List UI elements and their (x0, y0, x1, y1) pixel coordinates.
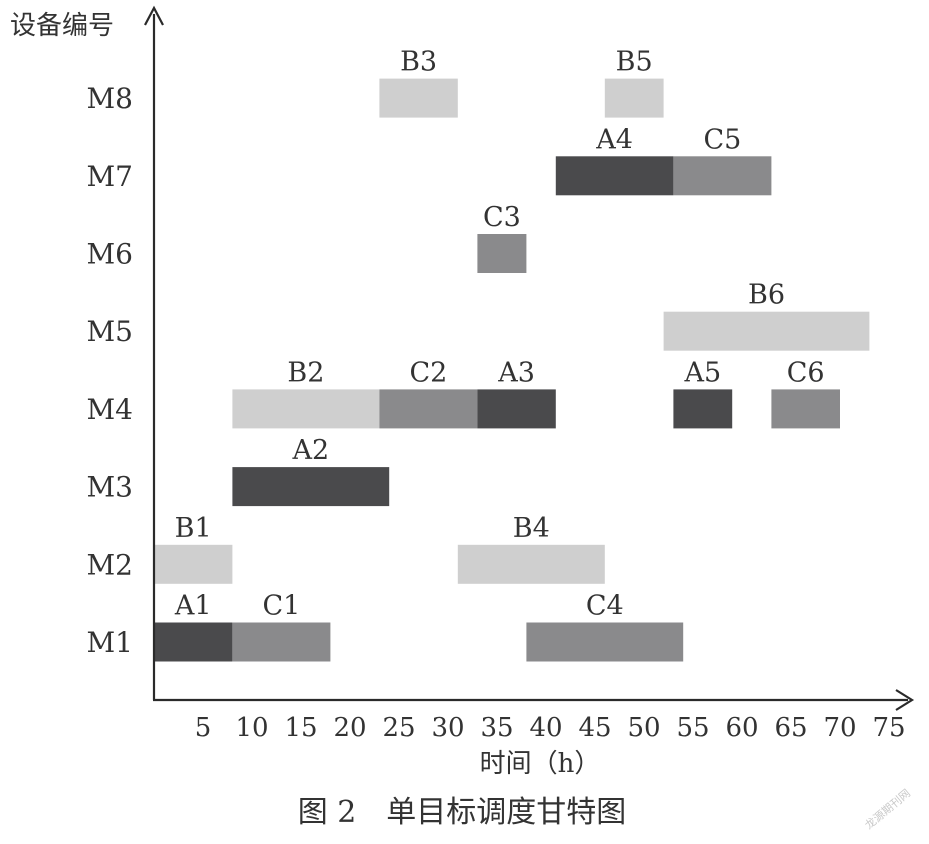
bar-c5 (673, 156, 772, 196)
bar-b6 (663, 311, 870, 351)
bar-a1 (154, 622, 233, 662)
task-label-c1: C1 (262, 591, 300, 622)
x-tick-label-5: 5 (195, 713, 212, 743)
bars-layer (154, 78, 870, 662)
x-tick-label-65: 65 (774, 713, 807, 743)
x-axis-title: 时间（h） (480, 749, 601, 779)
y-axis-arrow-icon (144, 5, 164, 26)
bar-a5 (673, 389, 733, 429)
task-label-c6: C6 (787, 357, 825, 388)
task-label-b6: B6 (748, 280, 785, 311)
x-tick-label-60: 60 (725, 713, 758, 743)
machine-label-m1: M1 (87, 626, 133, 659)
x-axis-arrow-icon (895, 689, 915, 711)
x-tick-label-10: 10 (235, 713, 268, 743)
task-label-a1: A1 (174, 591, 212, 622)
machine-label-m3: M3 (87, 471, 133, 504)
bar-c3 (477, 234, 527, 273)
machine-label-m2: M2 (87, 548, 133, 581)
x-tick-label-20: 20 (333, 713, 366, 743)
bar-c2 (379, 389, 478, 429)
task-label-b3: B3 (400, 47, 437, 78)
bar-b3 (379, 78, 458, 118)
task-label-b2: B2 (287, 357, 324, 388)
task-label-b5: B5 (616, 47, 653, 78)
bar-b4 (457, 544, 605, 584)
machine-label-m6: M6 (87, 238, 133, 271)
bar-b1 (154, 544, 233, 584)
machine-label-m4: M4 (87, 393, 133, 426)
x-tick-label-70: 70 (823, 713, 856, 743)
task-label-a5: A5 (683, 357, 721, 388)
x-tick-label-30: 30 (431, 713, 464, 743)
task-label-b4: B4 (513, 513, 550, 544)
watermark: 龙源期刊网 (862, 786, 913, 832)
task-labels-layer: A1 C1 C4 B1 B4 A2 B2 C2 A3 A5 C6 B6 C3 A4 C5 B3 B5 (174, 47, 825, 622)
bar-b2 (232, 389, 380, 429)
x-tick-label-25: 25 (382, 713, 415, 743)
x-tick-label-15: 15 (284, 713, 317, 743)
bar-a4 (555, 156, 674, 196)
bar-c1 (232, 622, 331, 662)
bar-b5 (604, 78, 664, 118)
bar-a3 (477, 389, 556, 429)
x-tick-label-35: 35 (480, 713, 513, 743)
x-tick-label-40: 40 (529, 713, 562, 743)
x-tick-label-50: 50 (627, 713, 660, 743)
task-label-a2: A2 (291, 435, 329, 466)
task-label-c2: C2 (409, 357, 447, 388)
machine-label-m8: M8 (87, 82, 133, 115)
x-tick-label-75: 75 (872, 713, 905, 743)
figure-caption: 图 2 单目标调度甘特图 (298, 795, 627, 830)
machine-label-m5: M5 (87, 315, 133, 348)
task-label-a3: A3 (497, 357, 535, 388)
task-label-b1: B1 (175, 513, 212, 544)
bar-c4 (526, 622, 684, 662)
bar-a2 (232, 467, 390, 507)
task-label-a4: A4 (595, 124, 633, 155)
bar-c6 (771, 389, 840, 429)
y-axis-title: 设备编号 (10, 11, 114, 41)
machine-label-m7: M7 (87, 160, 133, 193)
machine-labels-layer: M1 M2 M3 M4 M5 M6 M7 M8 (87, 82, 133, 659)
task-label-c4: C4 (586, 591, 624, 622)
x-tick-label-45: 45 (578, 713, 611, 743)
task-label-c5: C5 (703, 124, 741, 155)
task-label-c3: C3 (483, 202, 521, 233)
x-tick-label-55: 55 (676, 713, 709, 743)
x-tick-labels-layer: 5 10 15 20 25 30 35 40 45 50 55 60 65 70 75 (195, 713, 906, 743)
